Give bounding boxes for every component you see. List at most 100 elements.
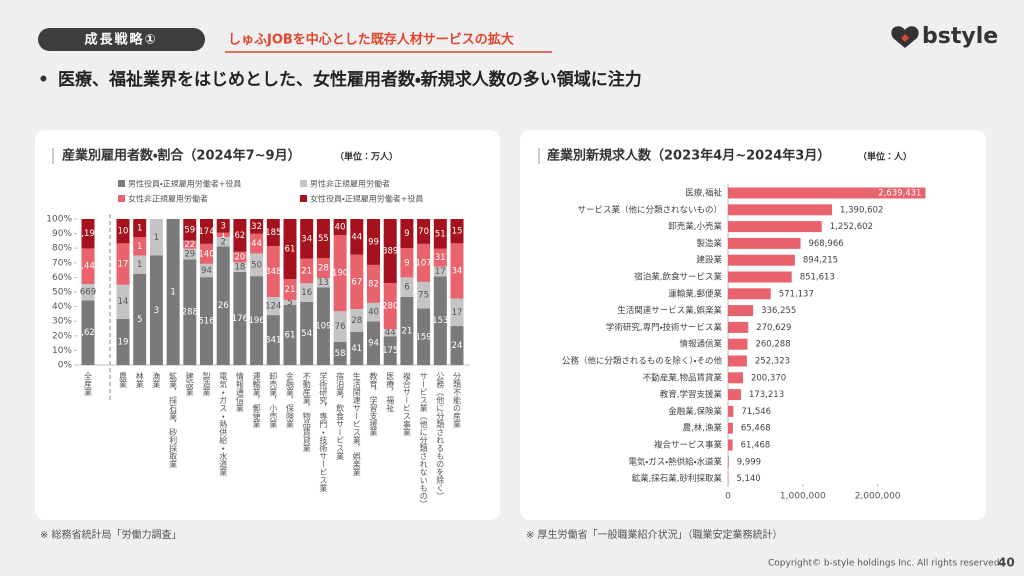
bar-segment	[283, 279, 297, 300]
bar-segment	[417, 219, 431, 244]
x-tick-label: 2,000,000	[855, 492, 901, 502]
segment-label: 5	[137, 315, 142, 325]
legend-label: 女性非正規雇用労働者	[128, 194, 208, 204]
bullet-dot: •	[38, 70, 49, 90]
bar-segment	[166, 219, 180, 365]
segment-label: 669	[80, 288, 96, 298]
segment-label: 61	[285, 245, 296, 255]
bar-segment	[233, 219, 247, 252]
segment-label: 2	[220, 237, 225, 247]
chart-unit: （単位：万人）	[335, 151, 398, 163]
segment-label: 44	[251, 239, 262, 249]
bar	[728, 456, 729, 468]
x-tick-label: 0	[725, 492, 731, 502]
value-label: 5,140	[736, 474, 760, 484]
segment-label: 50	[251, 260, 262, 270]
segment-label: 40	[368, 308, 379, 318]
value-label: 260,288	[755, 340, 790, 350]
y-tick-label: 金融業,保険業	[668, 406, 722, 417]
bar-segment	[350, 254, 364, 310]
segment-label: 34	[452, 266, 463, 276]
segment-label: 124	[265, 302, 281, 312]
segment-label: 1,447	[76, 262, 100, 272]
segment-label: 21	[285, 285, 296, 295]
segment-label: 10	[118, 227, 129, 237]
x-tick-label: 生活関連サービス業，娯楽業	[352, 371, 361, 477]
value-label: 270,629	[756, 323, 791, 333]
value-label: 968,966	[808, 239, 843, 249]
segment-label: 175	[382, 346, 398, 356]
bar-segment	[433, 248, 447, 267]
value-label: 65,468	[741, 424, 771, 434]
bar-segment	[116, 284, 130, 319]
y-tick-label: 医療,福祉	[685, 188, 722, 199]
segment-label: 32	[251, 222, 262, 232]
segment-label: 280	[382, 301, 398, 311]
value-label: 336,255	[761, 306, 796, 316]
segment-label: 348	[265, 267, 281, 277]
bar-segment	[200, 219, 213, 244]
bar	[728, 321, 749, 333]
x-tick-label: 建設業	[185, 371, 194, 397]
bar	[728, 405, 734, 417]
segment-label: 61	[285, 330, 296, 340]
y-tick-label: 宿泊業,飲食サービス業	[634, 272, 722, 283]
x-tick-label: 電気・ガス・熱供給・水道業	[219, 372, 228, 477]
x-tick-label: 漁業	[152, 371, 161, 389]
segment-label: 62	[234, 231, 245, 241]
bar-segment	[400, 219, 414, 249]
legend-swatch	[118, 195, 125, 202]
segment-label: 1	[220, 230, 225, 240]
bar-segment	[300, 283, 314, 302]
bar-segment	[133, 219, 147, 238]
bar-segment	[250, 233, 264, 254]
bar-segment	[316, 219, 330, 259]
bullet-text: 医療、福祉業界をはじめとした、女性雇用者数・新規求人数の多い領域に注力	[58, 69, 642, 90]
segment-label: 21	[301, 266, 312, 276]
segment-label: 20	[234, 253, 245, 263]
segment-label: 13	[318, 278, 329, 288]
bar-segment	[200, 277, 213, 365]
chart-source: ※ 厚生労働省「一般職業紹介状況」（職業安定業務統計）	[526, 528, 783, 541]
segment-label: 9	[404, 229, 409, 239]
bar	[728, 372, 743, 384]
bar-segment	[250, 219, 264, 234]
y-tick-label: 不動産業,物品賃貸業	[643, 372, 723, 383]
segment-label: 26	[218, 301, 229, 311]
section-pill	[38, 28, 205, 51]
x-tick-label: 林業	[135, 371, 144, 389]
y-tick-label: 鉱業,採石業,砂利採取業	[632, 473, 723, 484]
segment-label: 176	[232, 314, 248, 324]
y-tick-label: 10%	[52, 346, 72, 356]
y-tick-label: サービス業（他に分類されないもの）	[577, 204, 722, 215]
bar	[728, 237, 801, 249]
segment-label: 1,196	[76, 229, 100, 239]
bar-segment	[283, 219, 297, 280]
segment-label: 3	[220, 221, 225, 231]
x-tick-label: 鉱業，採石業，砂利採取業	[169, 371, 178, 469]
y-tick-label: 80%	[52, 244, 72, 254]
y-tick-label: 90%	[52, 229, 72, 239]
bar-segment	[233, 262, 247, 272]
segment-label: 341	[265, 336, 281, 346]
y-tick-label: 40%	[52, 302, 72, 312]
y-tick-label: 20%	[52, 331, 72, 341]
bar-segment	[183, 259, 197, 365]
segment-label: 140	[198, 249, 214, 259]
y-tick-label: 情報通信業	[679, 339, 722, 350]
bar-segment	[333, 341, 347, 365]
segment-label: 34	[301, 234, 312, 244]
x-tick-label: 医療，福祉	[386, 372, 395, 413]
bar	[728, 288, 771, 300]
subtitle: しゅふJOBを中心とした既存人材サービスの拡大	[228, 32, 514, 48]
bar-segment	[316, 278, 330, 288]
x-tick-label: 製造業	[202, 371, 211, 397]
x-tick-label: 宿泊業，飲食サービス業	[336, 371, 345, 461]
bar-segment	[216, 237, 230, 247]
value-label: 571,137	[779, 289, 814, 299]
value-label: 200,370	[751, 373, 786, 383]
bar-segment	[149, 219, 163, 256]
bar-segment	[450, 219, 464, 244]
bar	[728, 221, 822, 233]
